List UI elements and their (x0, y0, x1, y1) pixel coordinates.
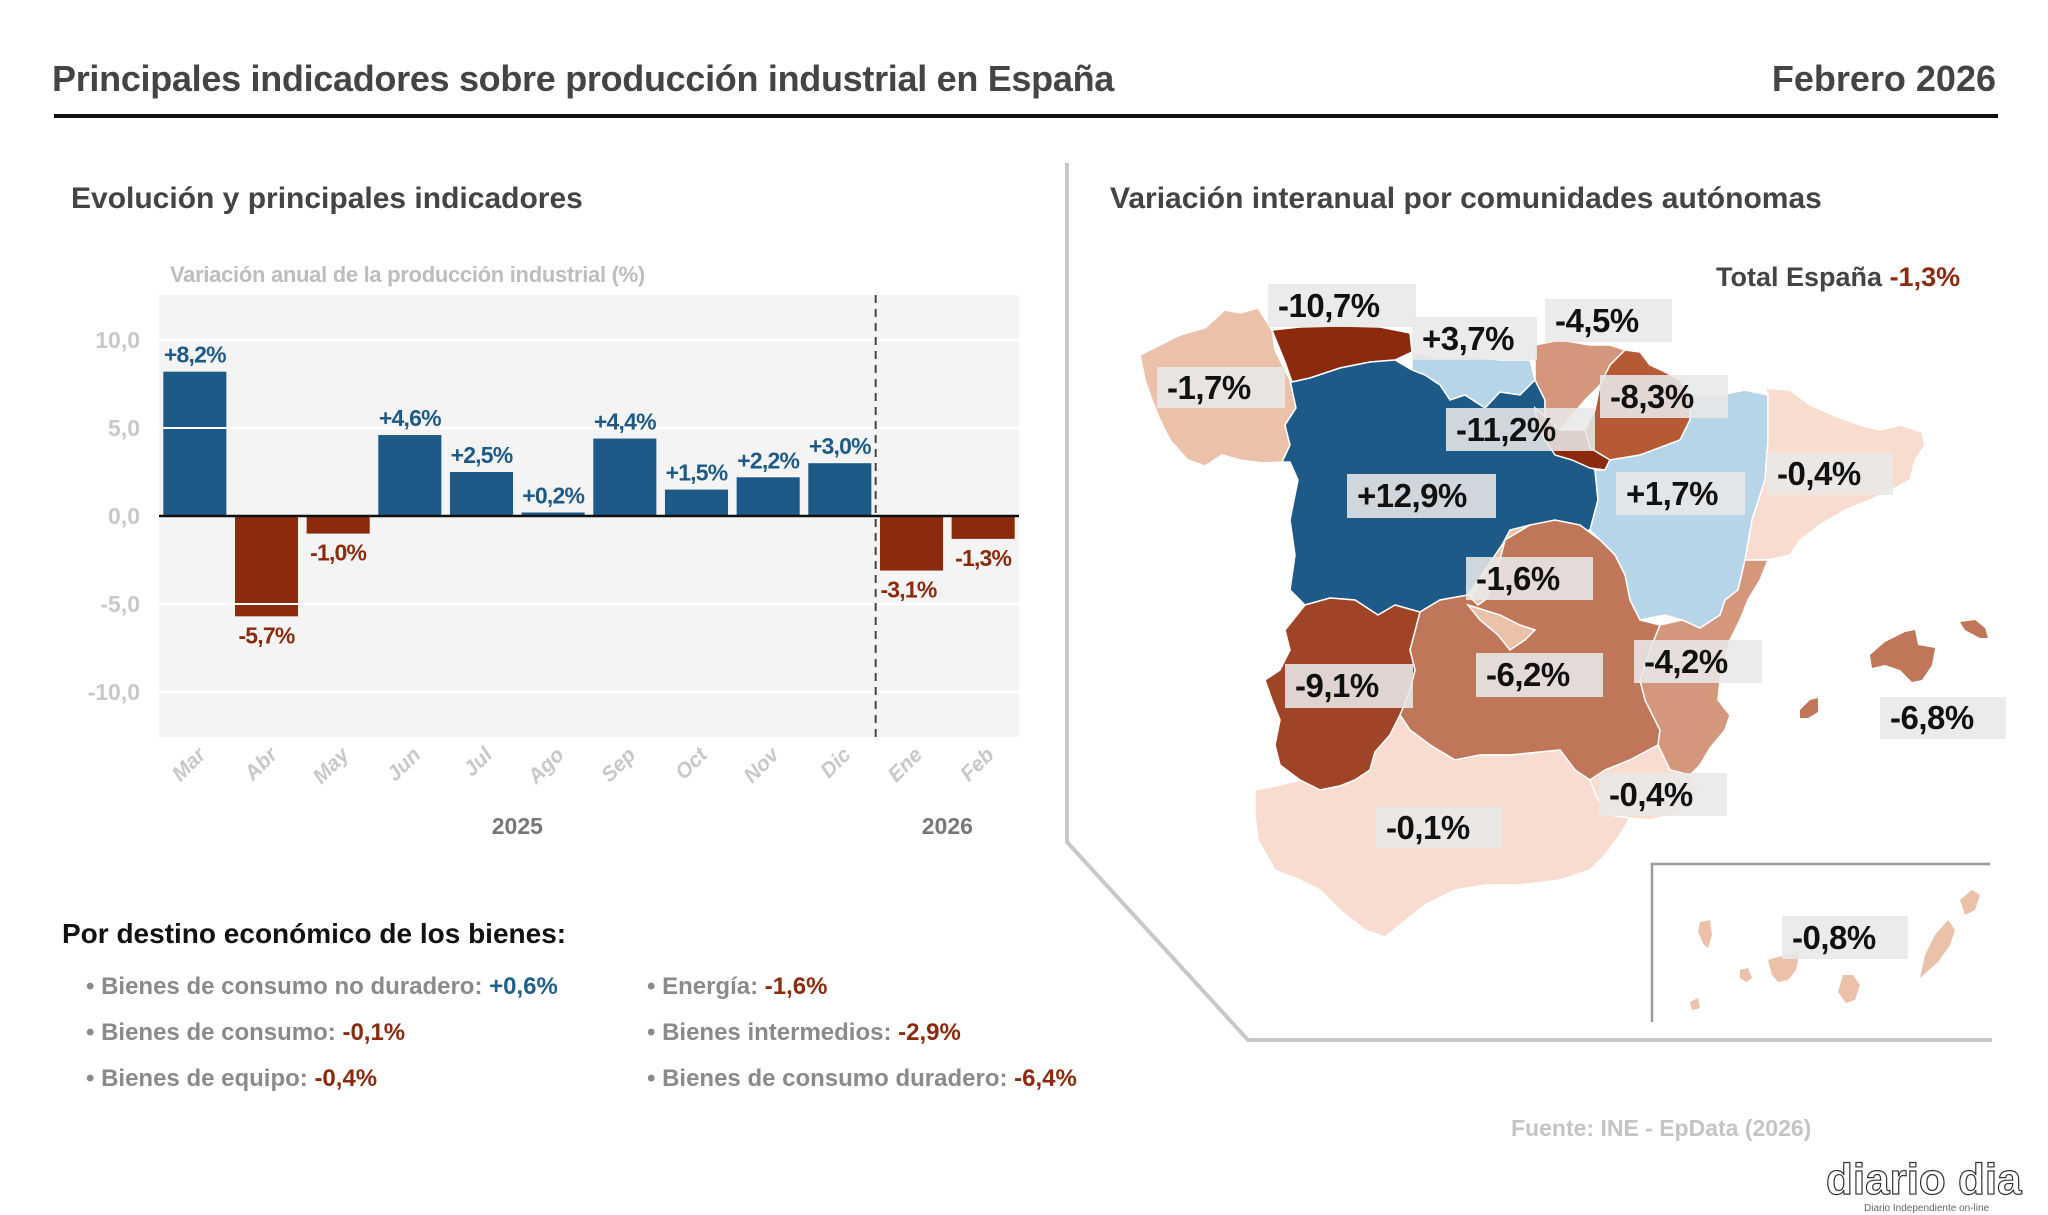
bar-feb[interactable] (951, 516, 1015, 539)
bar-chart: 10,0 5,0 0,0 -5,0 -10,0 +8,2% -5,7% -1,0% +4,6%… (88, 295, 1019, 839)
region-pais-vasco[interactable] (1534, 339, 1627, 431)
logo-tagline: Diario Independiente on-line (1864, 1203, 1990, 1214)
map-label-cantabria: +3,7% (1412, 317, 1537, 360)
value-label: +2,2% (737, 447, 799, 473)
bars (163, 371, 1015, 617)
y-axis-ticks: 10,0 5,0 0,0 -5,0 -10,0 (88, 327, 140, 705)
diario-dia-logo[interactable]: diario dia Diario Independiente on-line (1822, 1150, 2048, 1215)
y-tick-label: 0,0 (108, 503, 140, 529)
value-label: -3,1% (880, 577, 936, 603)
region-baleares-mallorca[interactable] (1870, 630, 1935, 682)
chart-title: Variación anual de la producción industr… (170, 262, 645, 287)
total-label: Total España (1716, 262, 1883, 292)
value-label: +2,5% (451, 442, 513, 468)
y-tick-label: 10,0 (95, 327, 140, 353)
map-title: Variación interanual por comunidades aut… (1110, 182, 1822, 215)
bar-oct[interactable] (664, 489, 729, 516)
total-value: -1,3% (1889, 262, 1961, 292)
map-label-extremadura: -9,1% (1285, 664, 1413, 708)
value-label: +4,6% (379, 405, 441, 431)
bar-may[interactable] (306, 516, 370, 534)
breakdown-label: • Bienes de consumo: (86, 1019, 343, 1046)
map-label-navarra: -8,3% (1600, 375, 1728, 418)
region-canarias[interactable] (1690, 890, 1980, 1010)
map-label-aragón: +1,7% (1616, 472, 1745, 515)
map-label-galicia: -1,7% (1157, 367, 1285, 408)
map-label-canarias: -0,8% (1782, 916, 1908, 959)
value-label: +0,2% (522, 482, 584, 508)
breakdown-title: Por destino económico de los bienes: (62, 918, 567, 949)
value-label: +3,0% (809, 433, 871, 459)
source-note: Fuente: INE - EpData (2026) (1511, 1115, 1812, 1141)
value-label: -1,3% (955, 545, 1011, 571)
left-panel-title: Evolución y principales indicadores (71, 182, 583, 215)
breakdown-item: • Bienes de consumo: -0,1% (86, 1019, 405, 1047)
breakdown-value: -1,6% (764, 973, 828, 1000)
map-label-andalucía: -0,1% (1376, 807, 1502, 848)
map-label-país-vasco: -4,5% (1545, 299, 1672, 342)
breakdown-item: • Energía: -1,6% (647, 973, 827, 1001)
year-label: 2025 (492, 813, 543, 839)
map-label-castilla-la-mancha: -6,2% (1476, 653, 1603, 697)
report-date: Febrero 2026 (1771, 58, 1996, 99)
map-label-madrid: -1,6% (1466, 557, 1593, 600)
panel-divider (1065, 163, 1992, 1042)
y-tick-label: 5,0 (108, 415, 140, 441)
total-spain: Total España -1,3% (1716, 262, 1960, 293)
breakdown-value: -6,4% (1014, 1065, 1077, 1092)
bar-jun[interactable] (378, 435, 442, 516)
value-label: -5,7% (238, 622, 294, 648)
breakdown-label: • Bienes de equipo: (86, 1065, 315, 1092)
breakdown-label: • Energía: (647, 973, 765, 1000)
page-title: Principales indicadores sobre producción… (52, 58, 1114, 99)
region-baleares-ibiza[interactable] (1800, 698, 1818, 718)
breakdown-value: -2,9% (898, 1019, 961, 1046)
breakdown-label: • Bienes de consumo duradero: (647, 1065, 1015, 1092)
region-baleares-menorca[interactable] (1960, 620, 1988, 638)
bar-ene[interactable] (879, 516, 944, 571)
breakdown-item: • Bienes de consumo no duradero: +0,6% (86, 973, 558, 1001)
value-label: +1,5% (666, 460, 728, 486)
year-labels: 2025 2026 (492, 813, 973, 839)
breakdown-item: • Bienes de equipo: -0,4% (86, 1065, 377, 1093)
map-label-cataluña: -0,4% (1767, 453, 1893, 495)
logo-text: diario dia (1826, 1155, 2022, 1204)
map-label-castilla-y-león: +12,9% (1347, 474, 1496, 518)
breakdown-value: +0,6% (489, 973, 558, 1000)
y-tick-label: -10,0 (88, 679, 140, 705)
canarias-inset-frame (1650, 862, 1990, 1022)
map-label-c-valenciana: -4,2% (1634, 640, 1762, 683)
value-label: -1,0% (310, 540, 366, 566)
header-divider (54, 114, 1998, 118)
bar-jul[interactable] (449, 472, 514, 516)
map-label-baleares: -6,8% (1880, 697, 2006, 739)
value-label: +8,2% (164, 342, 226, 368)
bar-ago[interactable] (521, 512, 585, 516)
breakdown-item: • Bienes intermedios: -2,9% (647, 1019, 961, 1047)
bar-dic[interactable] (808, 463, 872, 516)
bar-abr[interactable] (234, 516, 299, 617)
bar-nov[interactable] (736, 477, 800, 516)
map-label-la-rioja: -11,2% (1446, 408, 1595, 451)
breakdown-value: -0,1% (342, 1019, 406, 1046)
map-label-murcia: -0,4% (1599, 773, 1727, 816)
y-tick-label: -5,0 (100, 591, 140, 617)
value-labels: +8,2% -5,7% -1,0% +4,6% +2,5% +0,2% +4,4% +1,5%… (164, 342, 1012, 649)
map-label-asturias: -10,7% (1268, 284, 1416, 327)
value-label: +4,4% (594, 409, 656, 435)
breakdown-label: • Bienes intermedios: (647, 1019, 899, 1046)
breakdown-item: • Bienes de consumo duradero: -6,4% (647, 1065, 1077, 1093)
breakdown-label: • Bienes de consumo no duradero: (86, 973, 490, 1000)
breakdown-value: -0,4% (314, 1065, 378, 1092)
spain-map (1139, 307, 1988, 1010)
bar-mar[interactable] (163, 371, 227, 516)
year-label: 2026 (922, 813, 973, 839)
bar-sep[interactable] (593, 438, 657, 516)
